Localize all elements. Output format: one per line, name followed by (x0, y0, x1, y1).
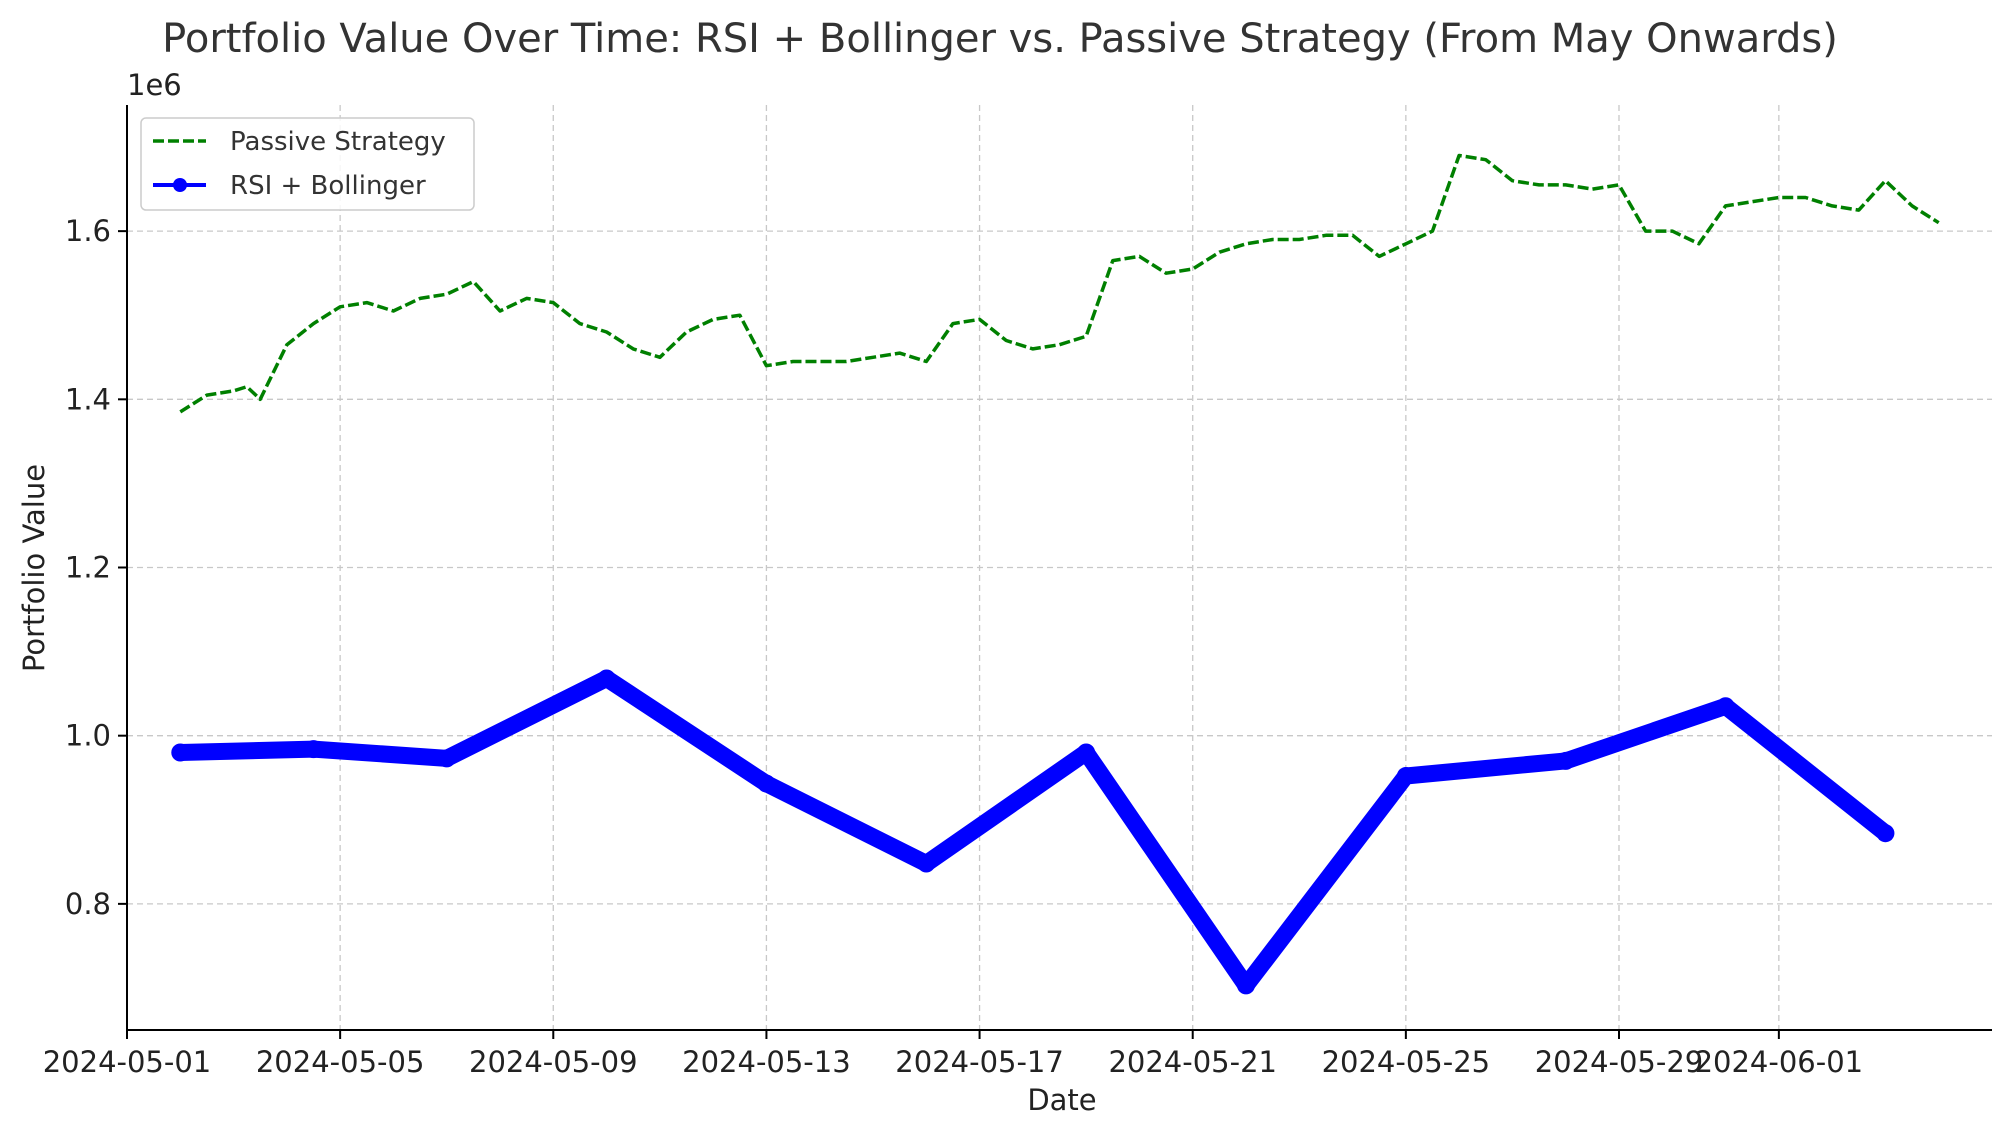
data-point (1876, 824, 1895, 843)
y-tick-label: 1.2 (65, 551, 111, 585)
data-point (597, 669, 616, 688)
plot-area (171, 153, 1940, 995)
y-tick-label: 1.4 (65, 382, 111, 416)
data-point (757, 774, 776, 793)
x-tick-label: 2024-05-01 (43, 1045, 212, 1079)
x-axis-label: Date (1027, 1083, 1096, 1117)
series-line-rsi-bollinger (171, 670, 1894, 994)
data-point (1716, 697, 1735, 716)
y-tick-label: 0.8 (65, 887, 111, 921)
legend-label: RSI + Bollinger (230, 171, 426, 201)
x-tick-label: 2024-05-13 (682, 1045, 851, 1079)
chart-title: Portfolio Value Over Time: RSI + Bolling… (162, 16, 1838, 62)
data-point (1237, 976, 1255, 995)
y-axis-label: Portfolio Value (17, 464, 51, 672)
y-offset-label: 1e6 (127, 68, 182, 102)
x-tick-label: 2024-05-29 (1535, 1045, 1704, 1079)
data-point (1556, 751, 1575, 770)
data-point (437, 749, 456, 768)
data-point (1396, 767, 1415, 786)
x-tick-label: 2024-06-01 (1695, 1045, 1864, 1079)
x-tick-label: 2024-05-17 (895, 1045, 1064, 1079)
legend-label: Passive Strategy (230, 127, 446, 157)
data-point (304, 740, 323, 759)
x-tick-label: 2024-05-05 (256, 1045, 425, 1079)
axes: 2024-05-01 2024-05-05 2024-05-09 2024-05-13… (43, 105, 1992, 1079)
x-tick-label: 2024-05-09 (469, 1045, 638, 1079)
legend: Passive Strategy RSI + Bollinger (140, 117, 475, 211)
y-tick-label: 1.0 (65, 719, 111, 753)
data-point (917, 854, 936, 873)
x-tick-label: 2024-05-21 (1108, 1045, 1277, 1079)
series-line-passive (179, 153, 1940, 414)
y-tick-label: 1.6 (65, 214, 111, 248)
x-tick-label: 2024-05-25 (1322, 1045, 1491, 1079)
data-point (171, 743, 190, 762)
grid (126, 105, 1992, 1030)
legend-marker (173, 178, 187, 192)
data-point (1077, 743, 1096, 762)
legend-box (140, 117, 475, 211)
